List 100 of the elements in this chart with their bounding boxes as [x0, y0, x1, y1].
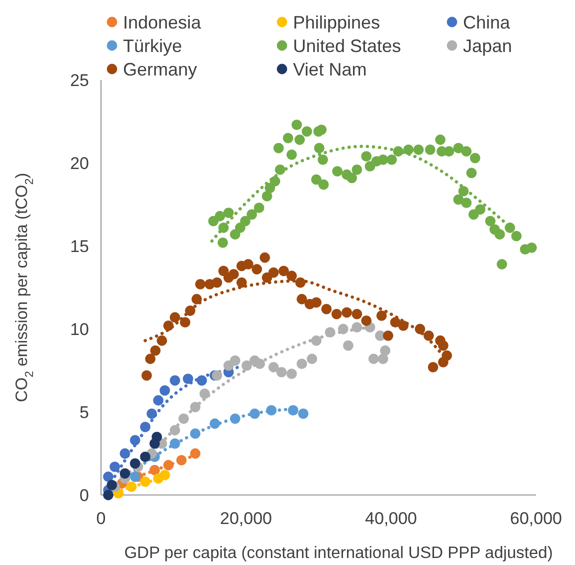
- point: [103, 472, 114, 482]
- point: [318, 154, 328, 165]
- point: [190, 448, 200, 459]
- point: [176, 454, 187, 466]
- point: [246, 209, 257, 220]
- point: [170, 425, 180, 436]
- point: [126, 482, 137, 492]
- point: [311, 335, 322, 346]
- point: [435, 134, 446, 145]
- point: [282, 132, 294, 144]
- point: [453, 194, 464, 205]
- point: [160, 385, 170, 396]
- point: [230, 413, 240, 424]
- point: [393, 146, 404, 157]
- point: [286, 368, 297, 380]
- point: [156, 335, 168, 346]
- point: [474, 204, 486, 215]
- point: [120, 448, 130, 459]
- point: [190, 428, 200, 439]
- point: [178, 413, 189, 424]
- point: [130, 472, 140, 482]
- point: [302, 126, 312, 137]
- point: [343, 340, 354, 351]
- point: [199, 388, 210, 399]
- point: [195, 278, 206, 290]
- point: [252, 264, 262, 274]
- legend-label: Viet Nam: [293, 60, 367, 80]
- point: [210, 418, 220, 429]
- point: [321, 304, 332, 314]
- point: [361, 316, 372, 326]
- point: [342, 307, 352, 318]
- point: [160, 470, 170, 480]
- point: [368, 354, 379, 364]
- y-tick-label: 25: [70, 70, 89, 90]
- point: [230, 355, 240, 366]
- point: [182, 374, 194, 384]
- point: [296, 294, 308, 304]
- point: [149, 464, 160, 476]
- point: [223, 208, 234, 218]
- point: [316, 124, 327, 135]
- point: [352, 308, 362, 320]
- point: [170, 438, 180, 449]
- point: [352, 322, 362, 333]
- point: [110, 462, 120, 472]
- point: [458, 186, 469, 196]
- point: [382, 330, 394, 341]
- point: [190, 402, 200, 412]
- point: [424, 144, 436, 155]
- point: [294, 134, 305, 145]
- point: [214, 210, 226, 222]
- point: [526, 242, 537, 253]
- y-tick-label: 20: [70, 154, 89, 173]
- point: [276, 366, 287, 378]
- point: [228, 269, 239, 280]
- point: [318, 179, 329, 190]
- point: [511, 230, 522, 242]
- point: [236, 277, 247, 288]
- point: [295, 277, 306, 288]
- point: [130, 458, 140, 469]
- point: [413, 144, 424, 155]
- legend-label: Türkiye: [123, 36, 182, 56]
- point: [386, 154, 397, 165]
- legend-label: United States: [293, 36, 402, 56]
- point: [163, 460, 174, 470]
- legend-label: China: [463, 12, 512, 32]
- point: [218, 222, 229, 233]
- point: [378, 154, 388, 165]
- point: [146, 408, 157, 419]
- point: [485, 216, 496, 226]
- legend-label: Indonesia: [123, 12, 202, 32]
- point: [380, 345, 390, 356]
- y-tick-label: 5: [80, 402, 89, 422]
- point: [254, 202, 264, 214]
- point: [254, 358, 265, 370]
- point: [288, 405, 298, 416]
- point: [331, 308, 342, 320]
- point: [496, 259, 508, 270]
- point: [153, 395, 164, 406]
- point: [268, 362, 279, 372]
- point: [286, 270, 297, 282]
- point: [262, 191, 272, 202]
- legend-label: Philippines: [293, 12, 380, 32]
- point: [461, 198, 472, 208]
- y-tick-label: 15: [70, 236, 89, 256]
- point: [196, 375, 207, 386]
- point: [145, 354, 156, 364]
- point: [274, 164, 286, 175]
- point: [242, 259, 254, 270]
- point: [466, 168, 477, 178]
- x-tick-label: 60,000: [510, 509, 562, 528]
- point: [120, 468, 130, 479]
- point: [103, 490, 114, 500]
- point: [324, 327, 336, 338]
- point: [218, 237, 228, 248]
- point: [140, 476, 150, 487]
- point: [170, 375, 180, 386]
- point: [141, 370, 152, 381]
- point: [163, 320, 174, 331]
- x-tick-label: 40,000: [365, 509, 417, 528]
- point: [212, 277, 222, 288]
